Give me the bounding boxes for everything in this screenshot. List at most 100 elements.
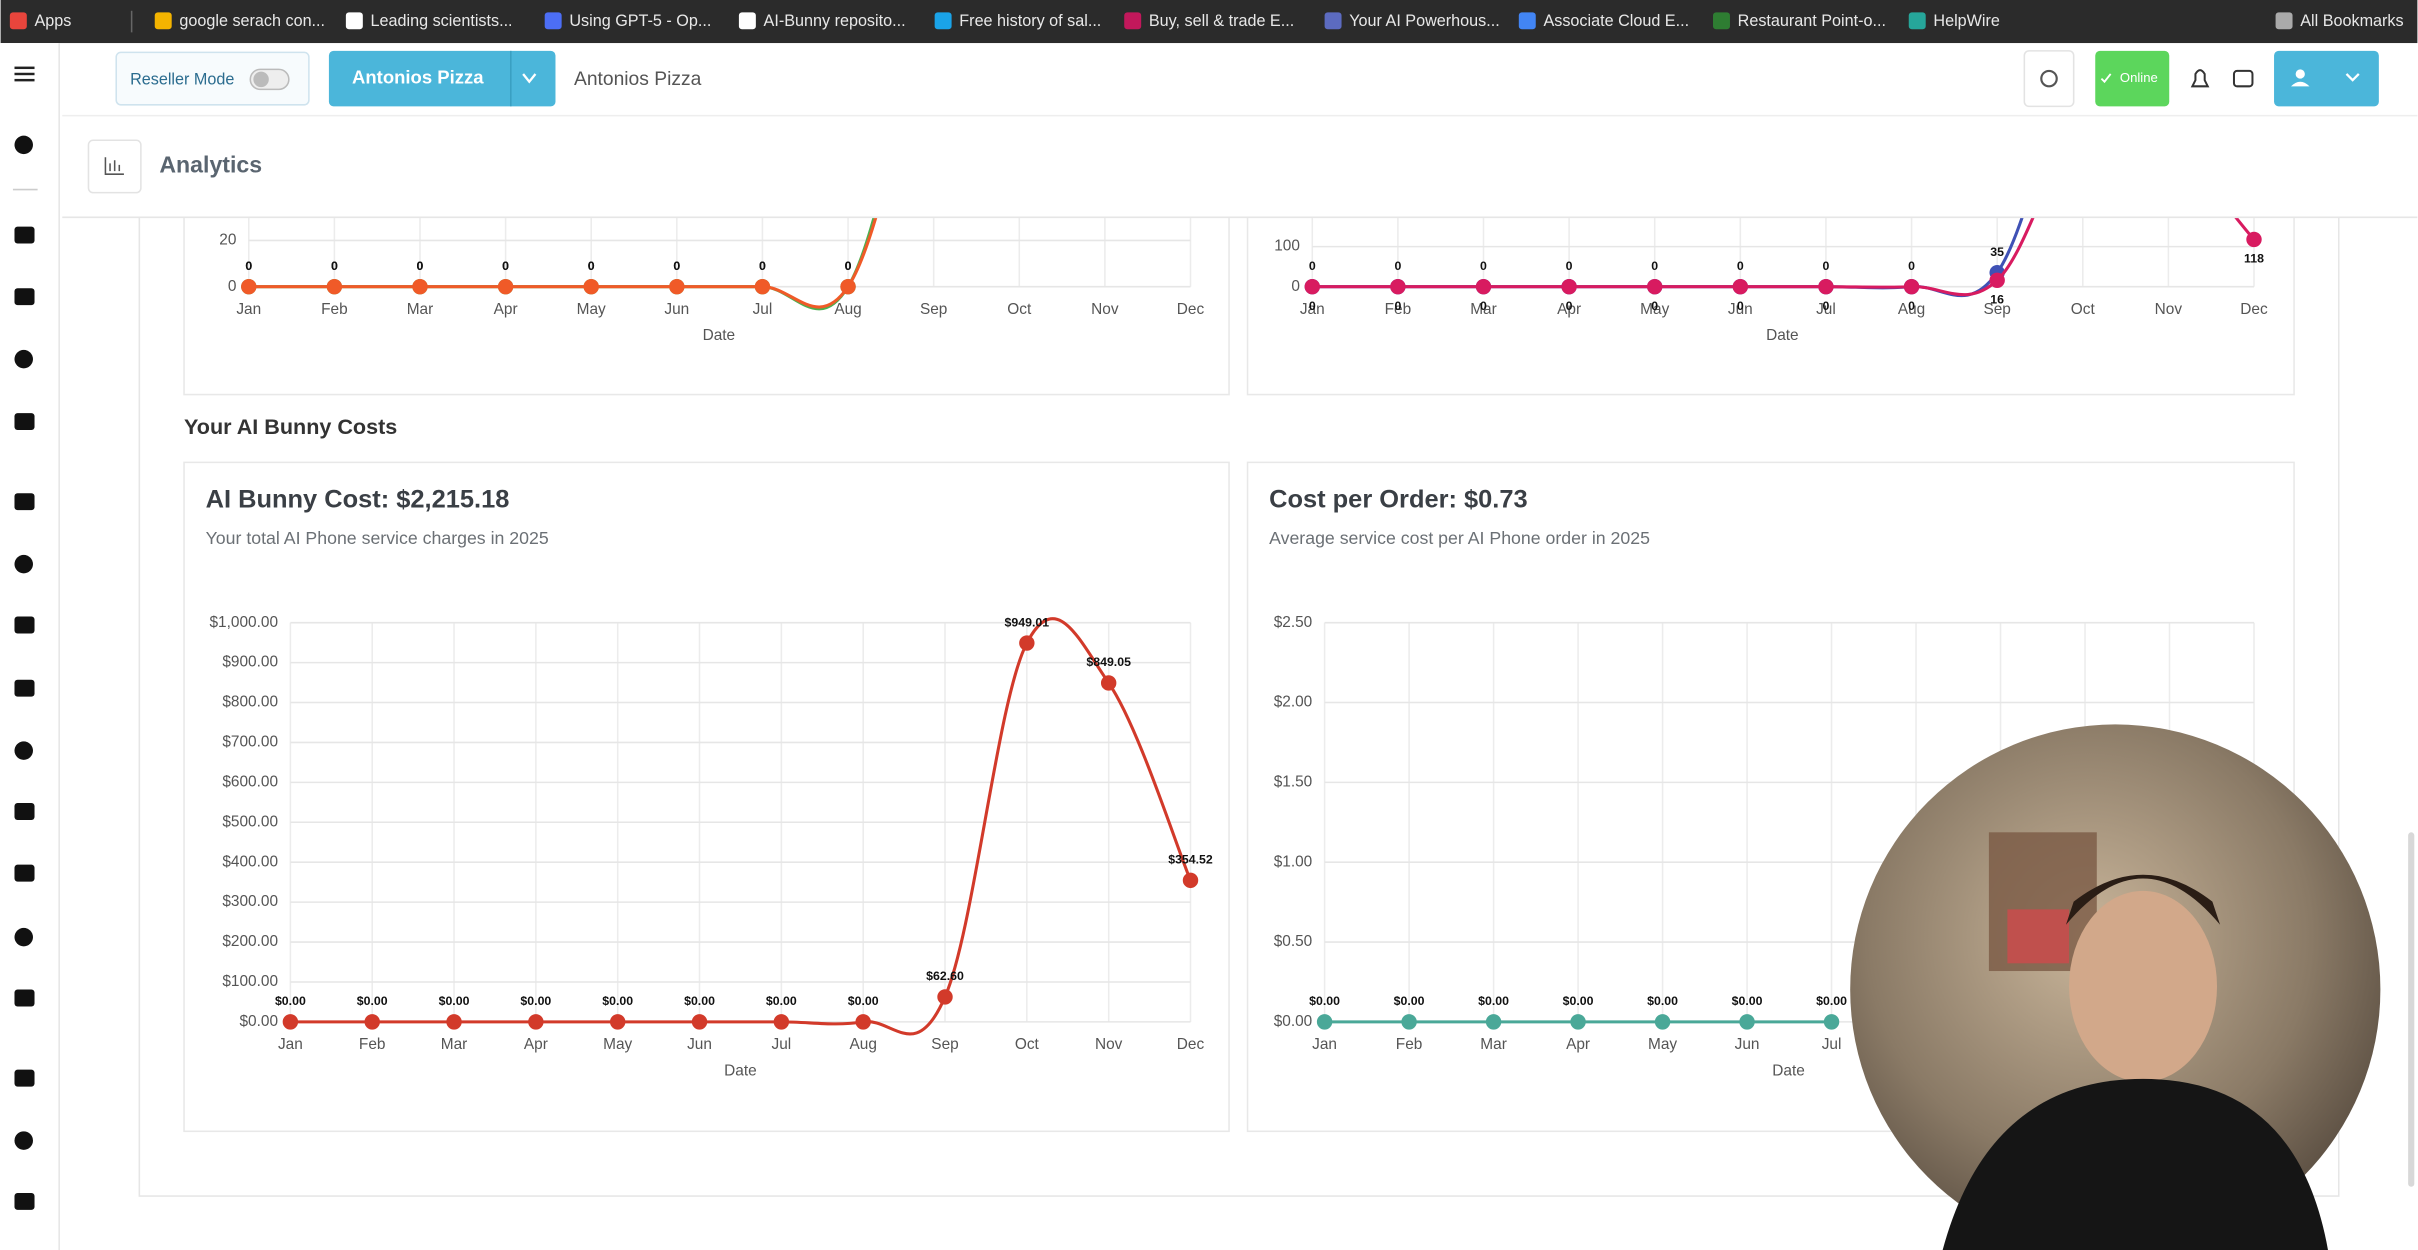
refresh-button[interactable]: [2023, 50, 2075, 108]
y-tick-label: $0.00: [239, 1013, 278, 1030]
x-tick-label: Oct: [1007, 301, 1032, 318]
data-label: 0: [845, 259, 852, 273]
point: [1989, 272, 2005, 288]
restaurant-select[interactable]: [328, 50, 556, 107]
bookmark[interactable]: All Bookmarks: [2300, 12, 2403, 30]
nav-icon[interactable]: [14, 616, 35, 634]
data-label: $0.00: [1309, 994, 1340, 1008]
bookmark[interactable]: Buy, sell & trade E...: [1149, 12, 1294, 30]
x-tick-label: Jan: [236, 301, 261, 318]
nav-icon[interactable]: [14, 927, 33, 947]
bookmark[interactable]: Associate Cloud E...: [1543, 12, 1689, 30]
bell-icon[interactable]: [2190, 69, 2210, 88]
menu-icon[interactable]: [14, 72, 35, 76]
point: [1316, 1014, 1333, 1030]
nav-icon[interactable]: [14, 1069, 35, 1087]
x-tick-label: Apr: [524, 1036, 548, 1053]
menu-icon[interactable]: [14, 78, 35, 82]
y-tick-label: 0: [1291, 278, 1300, 295]
point: [1304, 278, 1320, 295]
x-tick-label: Jan: [1300, 301, 1325, 318]
bookmark[interactable]: Apps: [35, 12, 72, 30]
user-menu[interactable]: [2274, 50, 2379, 107]
bookmark[interactable]: Leading scientists...: [371, 12, 513, 30]
bookmark[interactable]: Your AI Powerhous...: [1349, 12, 1499, 30]
point: [583, 278, 599, 295]
bookmark-icon: [1518, 12, 1536, 30]
point: [2246, 231, 2262, 248]
x-tick-label: Jan: [278, 1036, 303, 1053]
data-label: 0: [1908, 259, 1915, 273]
y-tick-label: $0.00: [1274, 1013, 1313, 1030]
nav-icon[interactable]: [14, 741, 33, 760]
status-badge[interactable]: [2095, 50, 2170, 107]
chat-icon[interactable]: [2232, 69, 2254, 88]
data-label: 0: [1566, 299, 1573, 313]
y-tick-label: $400.00: [222, 853, 278, 870]
x-tick-label: Mar: [1470, 301, 1497, 318]
x-tick-label: May: [1648, 1036, 1677, 1053]
chart-subtitle: Average service cost per AI Phone order …: [1269, 528, 1650, 548]
x-axis-label: Date: [1766, 327, 1799, 344]
bookmark-icon: [1713, 12, 1730, 30]
bookmark[interactable]: Restaurant Point-o...: [1738, 12, 1886, 30]
nav-icon[interactable]: [14, 554, 33, 574]
x-tick-label: Feb: [321, 301, 348, 318]
x-tick-label: Nov: [1091, 301, 1119, 318]
nav-icon[interactable]: [14, 349, 33, 369]
bookmark-icon: [934, 12, 952, 30]
nav-icon[interactable]: [14, 1131, 33, 1150]
bookmarks: Apps google serach con... Leading scientis…: [9, 10, 2404, 33]
point: [282, 1014, 299, 1030]
data-label: 0: [331, 259, 338, 273]
data-label: 0: [1566, 259, 1573, 273]
nav-icon[interactable]: [14, 679, 35, 697]
nav-icon[interactable]: [14, 288, 35, 306]
bookmark-icon: [154, 12, 172, 30]
point: [446, 1014, 462, 1030]
status-label: Online: [2120, 70, 2158, 85]
nav-icon[interactable]: [14, 803, 35, 820]
nav-icon[interactable]: [14, 413, 35, 431]
point: [497, 278, 514, 295]
x-tick-label: Jun: [1735, 1036, 1760, 1053]
sidebar: [0, 43, 60, 1250]
bookmark-icon: [345, 12, 363, 30]
x-tick-label: May: [1640, 301, 1669, 318]
nav-icon[interactable]: [14, 226, 35, 244]
nav-icon[interactable]: [14, 989, 35, 1007]
data-label: 0: [1737, 299, 1744, 313]
data-label: 0: [417, 259, 424, 273]
x-tick-label: Sep: [920, 301, 947, 318]
data-label: 0: [1309, 259, 1316, 273]
reseller-toggle[interactable]: [115, 51, 310, 106]
y-tick-label: $300.00: [222, 893, 278, 910]
x-tick-label: Jun: [1728, 301, 1753, 318]
y-tick-label: 20: [219, 232, 236, 249]
chart-title: Cost per Order: $0.73: [1269, 486, 1528, 514]
nav-icon[interactable]: [14, 1192, 35, 1210]
point: [1401, 1014, 1417, 1030]
bookmark-icon: [1908, 12, 1926, 30]
y-tick-label: $2.00: [1274, 694, 1313, 711]
bookmark[interactable]: HelpWire: [1933, 12, 2000, 30]
nav-icon[interactable]: [14, 493, 35, 511]
bookmark[interactable]: AI-Bunny reposito...: [764, 12, 906, 30]
data-label: $0.00: [602, 994, 633, 1008]
nav-icon[interactable]: [14, 864, 35, 882]
bookmark-icon: [2275, 12, 2293, 30]
sidebar-icons: [12, 66, 38, 1210]
x-tick-label: Aug: [849, 1036, 876, 1053]
data-label: $0.00: [684, 994, 715, 1008]
bookmark[interactable]: Free history of sal...: [959, 12, 1101, 30]
data-label: $0.00: [1563, 994, 1594, 1008]
point: [840, 278, 856, 295]
menu-icon[interactable]: [14, 66, 35, 70]
point: [326, 278, 343, 295]
bookmark[interactable]: google serach con...: [179, 12, 325, 30]
scrollbar[interactable]: [2408, 832, 2415, 1187]
data-label: 0: [1394, 259, 1401, 273]
bookmark[interactable]: Using GPT-5 - Op...: [569, 12, 711, 30]
nav-icon[interactable]: [14, 135, 33, 155]
x-axis-label: Date: [724, 1062, 757, 1079]
